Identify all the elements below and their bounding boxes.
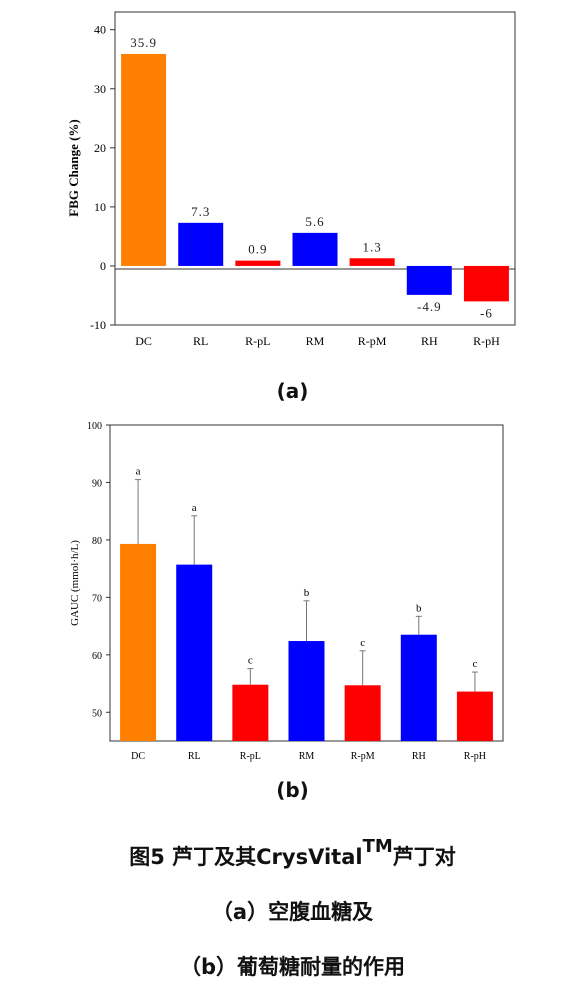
significance-letter-r-pl: c: [248, 655, 253, 667]
x-tick-label: RM: [299, 751, 315, 762]
y-axis-label: GAUC (mmol·h/L): [69, 540, 81, 626]
y-tick-label: 90: [92, 478, 102, 489]
y-tick-label: 0: [100, 259, 106, 273]
x-tick-label: R-pL: [245, 334, 270, 348]
y-tick-label: 20: [94, 141, 106, 155]
bar-rh: [406, 265, 452, 295]
y-tick-label: 60: [92, 651, 102, 662]
bar-dc: [120, 543, 157, 741]
bars: [120, 543, 493, 741]
x-tick-label: RH: [421, 334, 438, 348]
significance-letter-dc: a: [136, 466, 141, 478]
bar-r-ph: [456, 691, 493, 741]
value-label-r-pm: 1.3: [363, 239, 382, 254]
x-tick-labels: DC RL R-pL RM R-pM RH R-pH: [135, 334, 500, 348]
bar-r-pl: [235, 260, 281, 266]
x-tick-label: R-pH: [473, 334, 500, 348]
caption-main: 图5 芦丁及其CrysVital: [129, 845, 363, 869]
bar-rl: [178, 222, 224, 266]
bar-rm: [288, 641, 325, 741]
error-bars: [135, 479, 478, 692]
y-tick-label: 40: [94, 23, 106, 37]
x-tick-label: DC: [131, 751, 145, 762]
value-label-r-pl: 0.9: [248, 242, 267, 257]
y-axis-label: FBG Change (%): [66, 119, 81, 217]
y-tick-label: 10: [94, 200, 106, 214]
figure-caption-line2: （a）空腹血糖及: [211, 900, 374, 924]
y-tick-label: 30: [94, 82, 106, 96]
significance-letter-rh: b: [416, 602, 422, 614]
significance-letter-rl: a: [192, 502, 197, 514]
bar-r-ph: [463, 265, 509, 302]
y-ticks: -10 0 10 20 30 40: [90, 23, 115, 332]
x-tick-label: RL: [193, 334, 208, 348]
y-tick-label: 70: [92, 593, 102, 604]
significance-letters: a a c b c b c: [136, 466, 478, 670]
x-tick-label: RM: [306, 334, 325, 348]
y-tick-label: 50: [92, 708, 102, 719]
gauc-chart: 50 60 70 80 90 100 a a c b c b c DC RL R-pL RM R-pM RH R-…: [69, 421, 504, 762]
significance-letter-r-ph: c: [472, 658, 477, 670]
bar-dc: [121, 53, 167, 266]
bar-r-pm: [344, 685, 381, 741]
x-tick-label: DC: [135, 334, 152, 348]
x-tick-label: RL: [188, 751, 201, 762]
x-tick-label: R-pL: [240, 751, 261, 762]
panel-label-a: (a): [276, 379, 309, 403]
caption-tail: 芦丁对: [392, 845, 456, 869]
value-label-r-ph: -6: [480, 305, 493, 320]
y-tick-label: 80: [92, 536, 102, 547]
figure-caption-line3: （b）葡萄糖耐量的作用: [179, 955, 406, 979]
figure-caption-line1: 图5 芦丁及其CrysVitalTM芦丁对: [0, 836, 585, 871]
value-label-rm: 5.6: [305, 214, 324, 229]
significance-letter-r-pm: c: [360, 637, 365, 649]
value-label-rl: 7.3: [191, 204, 210, 219]
significance-letter-rm: b: [304, 587, 310, 599]
trademark-sup: TM: [362, 836, 393, 857]
x-tick-label: RH: [412, 751, 426, 762]
bar-r-pl: [232, 684, 269, 741]
x-tick-labels: DC RL R-pL RM R-pM RH R-pH: [131, 751, 486, 762]
bar-rl: [176, 564, 213, 741]
plot-frame: [114, 11, 516, 326]
bar-rh: [400, 634, 437, 741]
y-tick-label: -10: [90, 318, 106, 332]
bar-value-labels: 35.9 7.3 0.9 5.6 1.3 -4.9 -6: [130, 35, 493, 320]
fbg-change-chart: -10 0 10 20 30 40 35.9 7.3 0.9 5.6 1.3 -4.9 -6 DC RL…: [66, 11, 516, 348]
x-tick-label: R-pH: [464, 751, 486, 762]
value-label-rh: -4.9: [417, 299, 442, 314]
bar-r-pm: [349, 258, 395, 266]
y-tick-label: 100: [87, 421, 102, 432]
bars: [121, 53, 509, 302]
bar-rm: [292, 232, 338, 266]
value-label-dc: 35.9: [130, 35, 157, 50]
panel-label-b: (b): [276, 778, 309, 802]
x-tick-label: R-pM: [351, 751, 375, 762]
y-ticks: 50 60 70 80 90 100: [87, 421, 110, 719]
x-tick-label: R-pM: [358, 334, 387, 348]
